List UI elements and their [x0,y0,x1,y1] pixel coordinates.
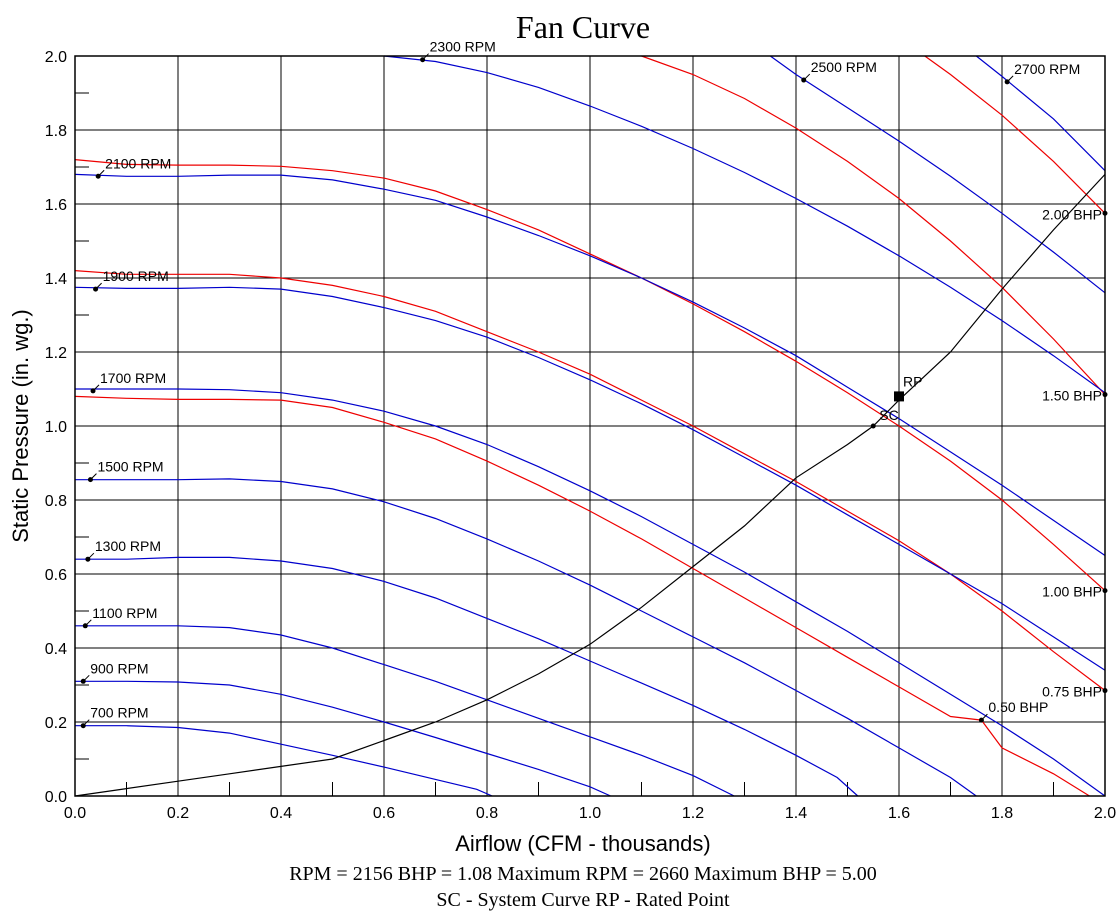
rpm-curve-label: 1700 RPM [100,370,166,386]
bhp-curve-leader [981,713,988,721]
x-tick-label: 1.4 [785,805,807,822]
bhp-curve [74,159,1106,592]
rpm-curve-label: 1900 RPM [103,268,169,284]
rpm-curve [769,55,1106,294]
bhp-curve-label: 1.00 BHP [1042,584,1102,600]
y-tick-label: 2.0 [45,49,67,66]
rpm-curve-leader [92,384,100,392]
plot-area-border [74,55,1106,797]
y-tick-label: 1.8 [45,123,67,140]
bhp-curve [641,55,1106,396]
bhp-curve [74,270,1106,691]
rpm-curve-label: 1500 RPM [97,459,163,475]
rpm-curve-leader [1006,75,1014,83]
rpm-curve [75,725,493,797]
x-tick-label: 1.8 [991,805,1013,822]
rpm-curve [75,388,1106,797]
y-tick-label: 0.0 [45,789,67,806]
rpm-curve-leader [803,73,811,81]
footer-line-2: SC - System Curve RP - Rated Point [436,889,730,911]
x-tick-label: 0.0 [64,805,86,822]
bhp-curve-label: 0.50 BHP [988,699,1048,715]
rpm-curve-leader [84,619,92,627]
bhp-curve-label: 1.50 BHP [1042,388,1102,404]
bhp-curve-label: 0.75 BHP [1042,684,1102,700]
bhp-curve [74,395,1090,797]
y-tick-label: 0.2 [45,715,67,732]
minor-ticks [75,92,1054,796]
x-tick-label: 1.0 [579,805,601,822]
rpm-curve-leader [97,169,105,177]
rpm-curve-leader [90,473,97,481]
y-tick-label: 0.8 [45,493,67,510]
rpm-curve-leader [82,674,90,682]
rpm-curve [74,173,1106,556]
rpm-curve-leader [82,719,90,727]
rpm-curve [75,478,977,797]
y-axis-label: Static Pressure (in. wg.) [8,309,33,543]
tick-labels: 0.0 0.2 0.4 0.6 0.8 1.0 1.2 1.4 1.6 1.8 2.0 0.0 0.2 0… [45,49,1116,822]
y-tick-label: 1.0 [45,419,67,436]
x-tick-label: 0.8 [476,805,498,822]
bhp-curve-label: 2.00 BHP [1042,206,1102,222]
x-tick-label: 1.6 [888,805,910,822]
rpm-curve [75,556,859,797]
system-curve-marker [870,423,876,429]
rated-point-marker [894,391,904,402]
x-axis-label: Airflow (CFM - thousands) [455,831,711,856]
rpm-curve-label: 1100 RPM [92,605,157,621]
rpm-curve-label: 2300 RPM [430,39,496,55]
footer-line-1: RPM = 2156 BHP = 1.08 Maximum RPM = 2660… [289,863,877,885]
x-tick-label: 0.2 [167,805,189,822]
system-curve-label: SC [879,407,898,423]
x-tick-label: 0.4 [270,805,292,822]
rpm-curve-label: 700 RPM [90,705,148,721]
y-tick-label: 1.6 [45,197,67,214]
rpm-curve-leader [95,282,102,290]
rated-point-label: RP [903,373,922,389]
y-tick-label: 0.4 [45,641,67,658]
x-tick-label: 0.6 [373,805,395,822]
rpm-curve-leader [87,552,95,560]
rpm-curve [383,55,1106,394]
rpm-curve-label: 1300 RPM [95,538,161,554]
rpm-curve [75,625,735,797]
rpm-curve [74,286,1106,671]
grid-lines [75,56,1105,796]
x-tick-label: 2.0 [1094,805,1116,822]
y-tick-label: 1.2 [45,345,67,362]
x-tick-label: 1.2 [682,805,704,822]
y-tick-label: 0.6 [45,567,67,584]
rpm-curve-label: 2500 RPM [811,59,877,75]
rpm-curve-label: 2100 RPM [105,155,171,171]
rpm-curve [75,680,611,797]
curve-markers [80,53,1108,729]
rpm-curve-label: 2700 RPM [1014,61,1080,77]
bhp-curve [924,55,1106,214]
curves [74,55,1106,797]
system-curve [74,173,1106,797]
chart-title: Fan Curve [516,9,650,45]
rpm-curve [975,55,1106,172]
y-tick-label: 1.4 [45,271,67,288]
rpm-curve-label: 900 RPM [90,660,148,676]
